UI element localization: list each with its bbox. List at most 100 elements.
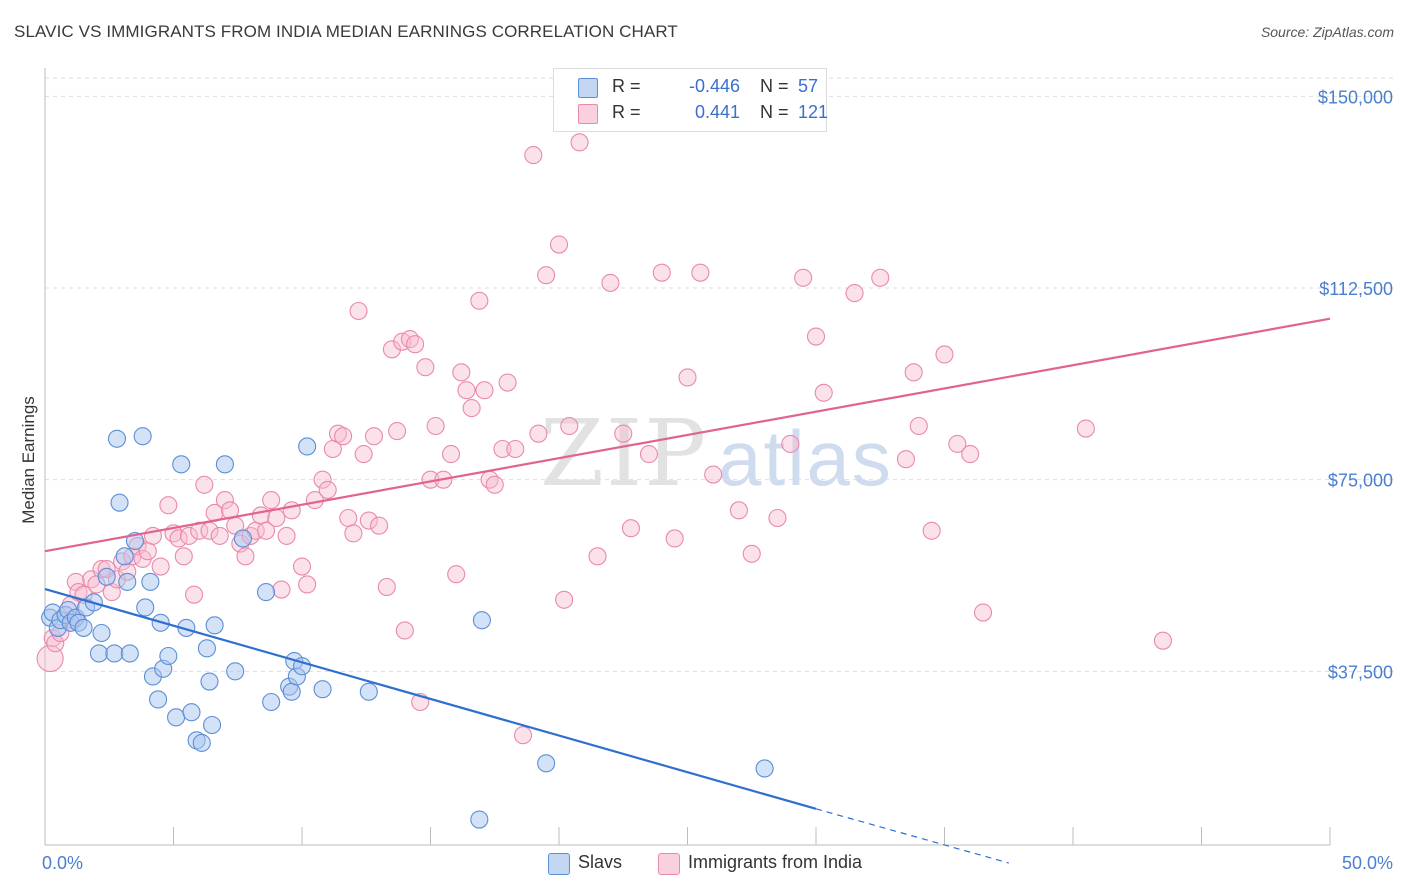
india-point [277,526,296,545]
india-point [382,340,402,359]
india-point [267,508,286,528]
slavs-legend-swatch [548,853,570,875]
slavs-point [215,455,234,474]
slavs-point [472,611,491,630]
india-point [251,506,270,525]
india-point [377,577,396,597]
india-point [973,603,993,622]
slavs-point [200,672,219,691]
india-point [639,445,659,464]
india-point [416,358,435,377]
india-point [601,273,620,292]
legend-r-value: -0.446 [688,76,740,96]
india-point [174,547,193,566]
chart-title: SLAVIC VS IMMIGRANTS FROM INDIA MEDIAN E… [14,22,678,41]
india-point [896,450,916,469]
slavs-point [755,759,774,778]
india-point [159,496,178,515]
india-point [781,434,800,453]
india-point [179,526,198,545]
india-point [272,580,291,599]
gridlines [45,77,1395,672]
india-point [349,301,368,321]
india-point [298,575,317,594]
slavs-point [141,572,160,591]
y-tick-label: $75,000 [1328,471,1393,491]
india-point [442,445,461,464]
india-point [1153,631,1172,650]
slavs-legend-label: Slavs [578,852,623,872]
slavs-point [74,618,93,637]
slavs-point [107,429,127,448]
slavs-point [192,733,211,752]
slavs-trend-line [44,587,817,810]
india-swatch [578,104,598,124]
india-point [904,363,923,382]
india-point [475,381,494,400]
india-point [328,424,348,443]
slavs-point [92,623,111,643]
india-point [588,547,607,566]
india-point [354,445,373,464]
legend-r-label: R = [612,76,641,96]
zipatlas-watermark: ZIP atlas [540,400,893,507]
india-point [704,465,723,484]
slavs-point [537,754,556,773]
india-point [513,726,533,745]
slavs-point [133,427,152,446]
india-point [614,424,633,443]
slavs-swatch [578,78,598,98]
india-point [426,416,445,436]
slavs-trend-extension [815,808,1009,864]
india-point [169,529,188,548]
slavs-point [149,690,168,709]
india-point [691,263,710,282]
slavs-point [118,572,137,591]
india-point [195,475,214,494]
x-tick-label: 50.0% [1342,853,1393,873]
india-point [806,327,826,346]
india-point [447,565,466,584]
slavs-point [182,703,201,722]
india-point [506,439,525,459]
slavs-point [262,692,281,712]
india-point [236,547,255,566]
india-point [665,529,684,548]
india-point [215,491,234,510]
india-point [151,557,170,576]
india-point [406,335,425,354]
india-point [742,544,761,563]
india-point [555,590,574,609]
tick-labels: $37,500 $75,000 $112,500 $150,000 0.0% 50.0% [42,87,1393,873]
slavs-point [233,529,252,548]
legend-n-value: 121 [798,102,829,122]
y-tick-label: $150,000 [1318,87,1393,107]
slavs-point [167,708,186,727]
slavs-point [197,639,216,658]
slavs-point [120,644,139,663]
india-trend-line [44,317,1331,553]
slavs-point [105,644,124,663]
india-point [570,133,589,152]
india-point [493,439,512,459]
india-point [537,266,556,285]
slavs-point [203,715,222,735]
legend-n-label: N = [760,76,789,96]
watermark-atlas: atlas [718,414,893,502]
india-point [652,263,671,282]
india-point [462,399,481,418]
slavs-point [110,493,129,512]
slavs-point [282,682,301,701]
correlation-legend: R = -0.446 N = 57 R = 0.441 N = 121 [553,68,828,132]
india-point [871,268,890,287]
india-point [262,491,281,510]
india-point [845,284,864,303]
india-point [549,235,569,254]
india-point [344,524,363,543]
india-point [729,501,748,520]
india-point [339,508,358,528]
slavs-point [205,616,224,635]
india-point [185,585,204,604]
india-point [400,330,419,349]
india-point [334,427,353,446]
